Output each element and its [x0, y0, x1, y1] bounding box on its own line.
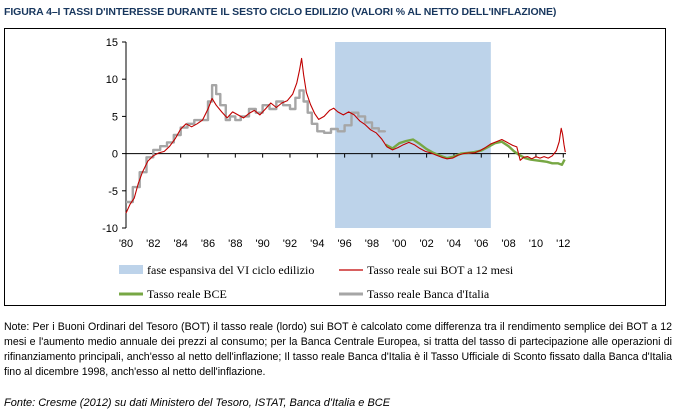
legend-label: fase espansiva del VI ciclo edilizio [147, 263, 314, 277]
x-tick-label: '84 [173, 238, 187, 250]
x-tick-label: '90 [255, 238, 269, 250]
y-tick-label: 0 [112, 149, 118, 161]
x-tick-label: '98 [365, 238, 379, 250]
series-line-0 [125, 57, 566, 214]
x-tick-label: '08 [501, 238, 515, 250]
legend-label: Tasso reale sui BOT a 12 mesi [367, 263, 514, 277]
shaded-period-band [335, 42, 491, 228]
legend-swatch-box [119, 265, 143, 274]
legend-layer: fase espansiva del VI ciclo edilizio Tass… [119, 263, 514, 301]
x-tick-label: '86 [201, 238, 215, 250]
x-tick-label: '10 [529, 238, 543, 250]
y-tick-label: 10 [106, 74, 118, 86]
y-tick-label: -10 [102, 223, 118, 235]
series-line-1 [385, 138, 566, 166]
figure-note: Note: Per i Buoni Ordinari del Tesoro (B… [4, 321, 672, 378]
x-tick-label: '12 [556, 238, 570, 250]
x-tick-label: '04 [447, 238, 461, 250]
legend-label: Tasso reale BCE [147, 287, 227, 301]
x-tick-label: '92 [283, 238, 297, 250]
x-tick-label: '02 [419, 238, 433, 250]
y-tick-label: -5 [108, 186, 118, 198]
x-tick-label: '94 [310, 238, 324, 250]
y-tick-label: 5 [112, 111, 118, 123]
x-tick-label: '88 [228, 238, 242, 250]
figure-source: Fonte: Cresme (2012) su dati Ministero d… [4, 397, 391, 409]
series-layer [125, 57, 566, 214]
figure-title: FIGURA 4–I TASSI D'INTERESSE DURANTE IL … [4, 6, 557, 18]
axes-layer: -10 -5 0 5 10 15 '80 '82 '84 '86 '88 '90 '92 '94 '96 '9… [102, 37, 570, 250]
shaded-period-layer [335, 42, 491, 228]
legend-label: Tasso reale Banca d'Italia [367, 287, 490, 301]
x-tick-label: '06 [474, 238, 488, 250]
x-tick-label: '96 [337, 238, 351, 250]
chart-svg: -10 -5 0 5 10 15 '80 '82 '84 '86 '88 '90 '92 '94 '96 '9… [102, 37, 570, 301]
x-tick-label: '00 [392, 238, 406, 250]
y-tick-label: 15 [106, 37, 118, 49]
chart-frame [4, 28, 666, 306]
x-tick-label: '80 [119, 238, 133, 250]
series-line-2 [126, 84, 387, 204]
x-tick-label: '82 [146, 238, 160, 250]
